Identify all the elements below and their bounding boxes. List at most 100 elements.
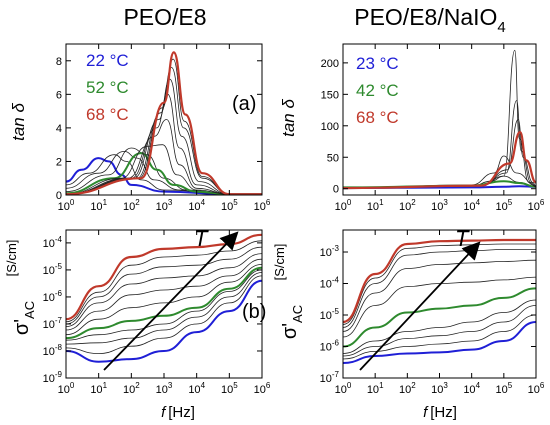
x-tick-label: 103 bbox=[431, 198, 448, 213]
y-tick-label: 4 bbox=[56, 123, 62, 135]
x-tick-label: 100 bbox=[335, 198, 352, 213]
x-tick-label: 104 bbox=[188, 381, 205, 396]
series-right_bottom-1 bbox=[343, 314, 536, 360]
series-left_bottom-7 bbox=[66, 253, 262, 327]
x-tick-label: 100 bbox=[58, 198, 75, 213]
xlabel-left-unit: [Hz] bbox=[168, 404, 195, 421]
x-tick-label: 104 bbox=[463, 381, 480, 396]
legend-item: 22 °C bbox=[86, 51, 129, 70]
y-tick-label: 0 bbox=[56, 190, 62, 202]
y-tick-label: 50 bbox=[327, 152, 339, 164]
x-tick-label: 106 bbox=[528, 381, 545, 396]
y-tick-label: 10-9 bbox=[43, 370, 63, 385]
x-tick-label: 101 bbox=[367, 381, 384, 396]
ylabel-unit-right: [S/cm] bbox=[272, 244, 287, 281]
series-right_top-68C bbox=[343, 131, 536, 190]
x-tick-label: 105 bbox=[221, 381, 238, 396]
y-tick-label: 10-4 bbox=[43, 235, 63, 250]
arrow-label-left: T bbox=[194, 226, 209, 251]
ylabel-sigma-right-sub: AC bbox=[290, 305, 305, 323]
x-tick-label: 106 bbox=[528, 198, 545, 213]
x-tick-label: 104 bbox=[463, 198, 480, 213]
title-right: PEO/E8/NaIO4 bbox=[354, 4, 506, 36]
annotation-b: (b) bbox=[242, 301, 266, 323]
y-tick-label: 2 bbox=[56, 156, 62, 168]
series-left_bottom-2 bbox=[66, 272, 262, 345]
y-tick-label: 200 bbox=[321, 58, 339, 70]
series-left_bottom-1 bbox=[66, 275, 262, 354]
x-tick-label: 105 bbox=[495, 381, 512, 396]
series-right_bottom-23C bbox=[343, 321, 536, 364]
title-left: PEO/E8 bbox=[123, 4, 206, 30]
y-tick-label: 0 bbox=[333, 184, 339, 196]
svg-text:σ'AC: σ'AC bbox=[11, 301, 37, 335]
y-tick-label: 10-7 bbox=[320, 370, 340, 385]
xlabel-left-f: f bbox=[161, 404, 167, 421]
series-right_bottom-68C bbox=[343, 238, 536, 324]
y-tick-label: 6 bbox=[56, 89, 62, 101]
y-tick-label: 8 bbox=[56, 56, 62, 68]
ylabel-sigma-right-main: σ' bbox=[279, 323, 301, 339]
annotation-a: (a) bbox=[232, 93, 256, 115]
panel-left-top: 100 101 102 103 104 105 106 0 2 4 6 8 bbox=[56, 43, 271, 213]
y-tick-label: 10-5 bbox=[43, 262, 63, 277]
temperature-arrow-right bbox=[359, 241, 481, 371]
x-tick-label: 106 bbox=[254, 198, 271, 213]
panel-right-top: 100 101 102 103 104 105 106 0 50 100 150 200 bbox=[321, 43, 545, 213]
x-tick-label: 103 bbox=[431, 381, 448, 396]
legend-item: 68 °C bbox=[86, 105, 129, 124]
ylabel-tan-delta-left: tan δ bbox=[9, 103, 28, 141]
xlabel-right: f [Hz] bbox=[423, 404, 457, 421]
x-tick-label: 101 bbox=[90, 381, 107, 396]
series-left_bottom-3 bbox=[66, 269, 262, 341]
series-left_bottom-6 bbox=[66, 258, 262, 331]
legend-item: 68 °C bbox=[356, 108, 399, 127]
arrow-label-right: T bbox=[455, 226, 470, 251]
y-tick-label: 10-6 bbox=[320, 339, 340, 354]
ylabel-sigma-left-sub: AC bbox=[22, 301, 37, 319]
x-tick-label: 104 bbox=[188, 198, 205, 213]
series-left_bottom-22C bbox=[66, 279, 262, 363]
x-tick-label: 102 bbox=[123, 198, 140, 213]
y-tick-label: 10-3 bbox=[320, 244, 340, 259]
ylabel-unit-left: [S/cm] bbox=[4, 240, 19, 277]
x-tick-label: 106 bbox=[254, 381, 271, 396]
y-tick-label: 10-6 bbox=[43, 289, 63, 304]
legend-left-top: 22 °C 52 °C 68 °C bbox=[86, 51, 129, 124]
x-tick-label: 102 bbox=[399, 381, 416, 396]
y-tick-label: 10-8 bbox=[43, 343, 63, 358]
y-tick-label: 150 bbox=[321, 89, 339, 101]
title-right-base: PEO/E8/NaIO bbox=[354, 4, 497, 30]
ylabel-sigma-right: σ'AC bbox=[279, 305, 305, 339]
series-right_bottom-2 bbox=[343, 305, 536, 357]
title-right-sub: 4 bbox=[497, 19, 505, 36]
xlabel-left: f [Hz] bbox=[161, 404, 195, 421]
x-tick-label: 101 bbox=[90, 198, 107, 213]
x-tick-label: 105 bbox=[495, 198, 512, 213]
legend-right-top: 23 °C 42 °C 68 °C bbox=[356, 54, 399, 127]
y-tick-label: 10-4 bbox=[320, 276, 340, 291]
series-right_bottom-6 bbox=[343, 259, 536, 332]
ylabel-tan-delta-right: tan δ bbox=[279, 99, 298, 137]
y-tick-label: 10-5 bbox=[320, 307, 340, 322]
x-tick-label: 101 bbox=[367, 198, 384, 213]
series-left_top-68C bbox=[66, 51, 262, 195]
series-right_bottom-42C bbox=[343, 287, 536, 348]
series-right_bottom-5 bbox=[343, 276, 536, 338]
x-tick-label: 102 bbox=[399, 198, 416, 213]
x-tick-label: 100 bbox=[58, 381, 75, 396]
x-tick-label: 102 bbox=[123, 381, 140, 396]
xlabel-right-f: f bbox=[423, 404, 429, 421]
series-left_bottom-5 bbox=[66, 264, 262, 336]
panel-left-bottom: 100 101 102 103 104 105 106 10-9 10-8 10-7 10-6 10-… bbox=[43, 229, 271, 396]
legend-item: 42 °C bbox=[356, 81, 399, 100]
xlabel-right-unit: [Hz] bbox=[430, 404, 457, 421]
series-left_bottom-8 bbox=[66, 246, 262, 325]
panel-right-bottom: 100 101 102 103 104 105 106 10-7 10-6 10-5 10-4 10-… bbox=[320, 229, 545, 396]
ylabel-sigma-left: σ'AC bbox=[11, 301, 37, 335]
series-left_bottom-68C bbox=[66, 233, 262, 321]
x-tick-label: 100 bbox=[335, 381, 352, 396]
ylabel-sigma-left-main: σ' bbox=[11, 319, 33, 335]
temperature-arrow-left bbox=[103, 231, 239, 371]
